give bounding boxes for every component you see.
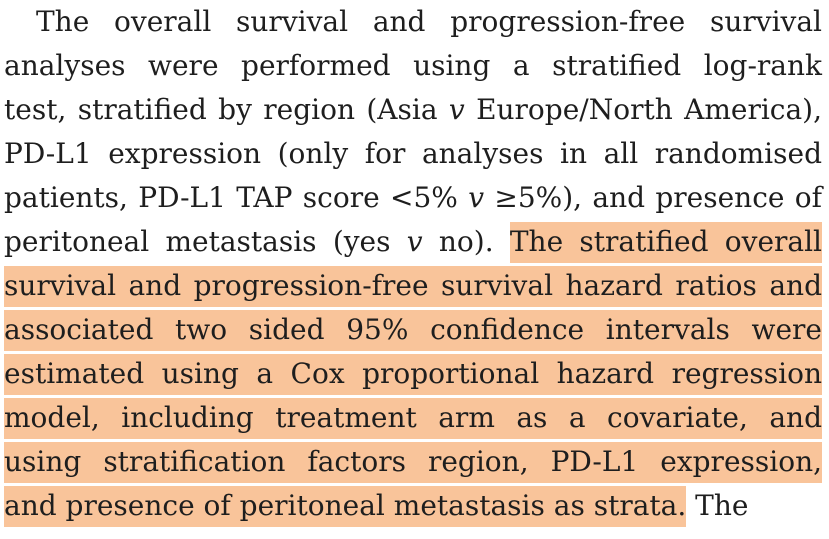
text-line: peritoneal metastasis (yes v no). The st… — [4, 220, 823, 264]
italic-v: v — [406, 225, 423, 258]
text-run: The — [686, 489, 749, 522]
text-line: PD-L1 expression (only for analyses in a… — [4, 132, 822, 176]
text-run: test, stratified by region (Asia — [4, 93, 449, 126]
text-run: patients, PD-L1 TAP score <5% — [4, 181, 469, 214]
text-run: no). — [422, 225, 510, 258]
text-line: test, stratified by region (Asia v Europ… — [4, 88, 822, 132]
highlighted-text: The stratified overall — [509, 222, 823, 263]
text-line: and presence of peritoneal metastasis as… — [4, 484, 822, 528]
text-run: PD-L1 expression (only for analyses in a… — [4, 137, 822, 170]
highlighted-text: using stratification factors region, PD-… — [4, 442, 822, 483]
highlighted-text: estimated using a Cox proportional hazar… — [4, 354, 822, 395]
text-line: patients, PD-L1 TAP score <5% v ≥5%), an… — [4, 176, 822, 220]
highlighted-text: and presence of peritoneal metastasis as… — [4, 486, 687, 527]
text-run: The overall survival and progression-fre… — [36, 5, 822, 38]
text-line: model, including treatment arm as a cova… — [4, 396, 822, 440]
text-run: analyses were performed using a stratifi… — [4, 49, 822, 82]
text-line: analyses were performed using a stratifi… — [4, 44, 822, 88]
highlighted-text: survival and progression-free survival h… — [4, 266, 822, 307]
text-line: estimated using a Cox proportional hazar… — [4, 352, 822, 396]
highlighted-text: associated two sided 95% confidence inte… — [4, 310, 822, 351]
italic-v: v — [448, 93, 465, 126]
highlighted-text: model, including treatment arm as a cova… — [4, 398, 822, 439]
text-run: Europe/North America), — [464, 93, 822, 126]
text-line: The overall survival and progression-fre… — [36, 0, 822, 44]
text-run: ≥5%), and presence of — [484, 181, 823, 214]
text-run: peritoneal metastasis (yes — [4, 225, 407, 258]
text-line: using stratification factors region, PD-… — [4, 440, 822, 484]
text-line: survival and progression-free survival h… — [4, 264, 822, 308]
text-line: associated two sided 95% confidence inte… — [4, 308, 822, 352]
italic-v: v — [468, 181, 485, 214]
